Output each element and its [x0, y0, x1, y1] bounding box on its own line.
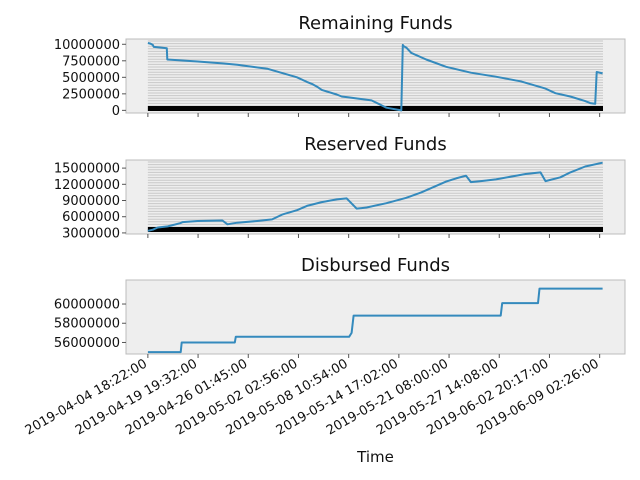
- chart-title: Disbursed Funds: [301, 255, 450, 276]
- y-tick-label: 58000000: [54, 317, 120, 332]
- grid-lines: [147, 40, 603, 110]
- chart-title: Remaining Funds: [298, 13, 452, 34]
- series-line: [147, 287, 603, 354]
- y-tick-label: 5000000: [62, 71, 120, 86]
- y-tick-label: 56000000: [54, 336, 120, 351]
- y-tick-label: 7500000: [62, 54, 120, 69]
- y-tick-label: 6000000: [62, 210, 120, 225]
- y-tick-label: 2500000: [62, 87, 120, 102]
- panel-2: Reserved Funds 30000006000000900000012000…: [54, 134, 626, 241]
- baseline-band: [147, 106, 603, 111]
- panel-3: Disbursed Funds 56000000 58000000 60000000 T…: [54, 255, 626, 466]
- y-tick-label: 60000000: [54, 298, 120, 313]
- y-tick-label: 9000000: [62, 194, 120, 209]
- series-line: [147, 161, 603, 232]
- x-axis-label: Time: [356, 448, 394, 466]
- baseline-band: [147, 227, 603, 232]
- y-tick-label: 0: [112, 104, 120, 119]
- chart-title: Reserved Funds: [304, 134, 447, 155]
- series-line: [147, 42, 603, 112]
- y-tick-label: 3000000: [62, 226, 120, 241]
- plot-area: [125, 159, 626, 235]
- y-tick-label: 15000000: [54, 162, 120, 177]
- y-tick-label: 12000000: [54, 178, 120, 193]
- y-tick-label: 10000000: [54, 38, 120, 53]
